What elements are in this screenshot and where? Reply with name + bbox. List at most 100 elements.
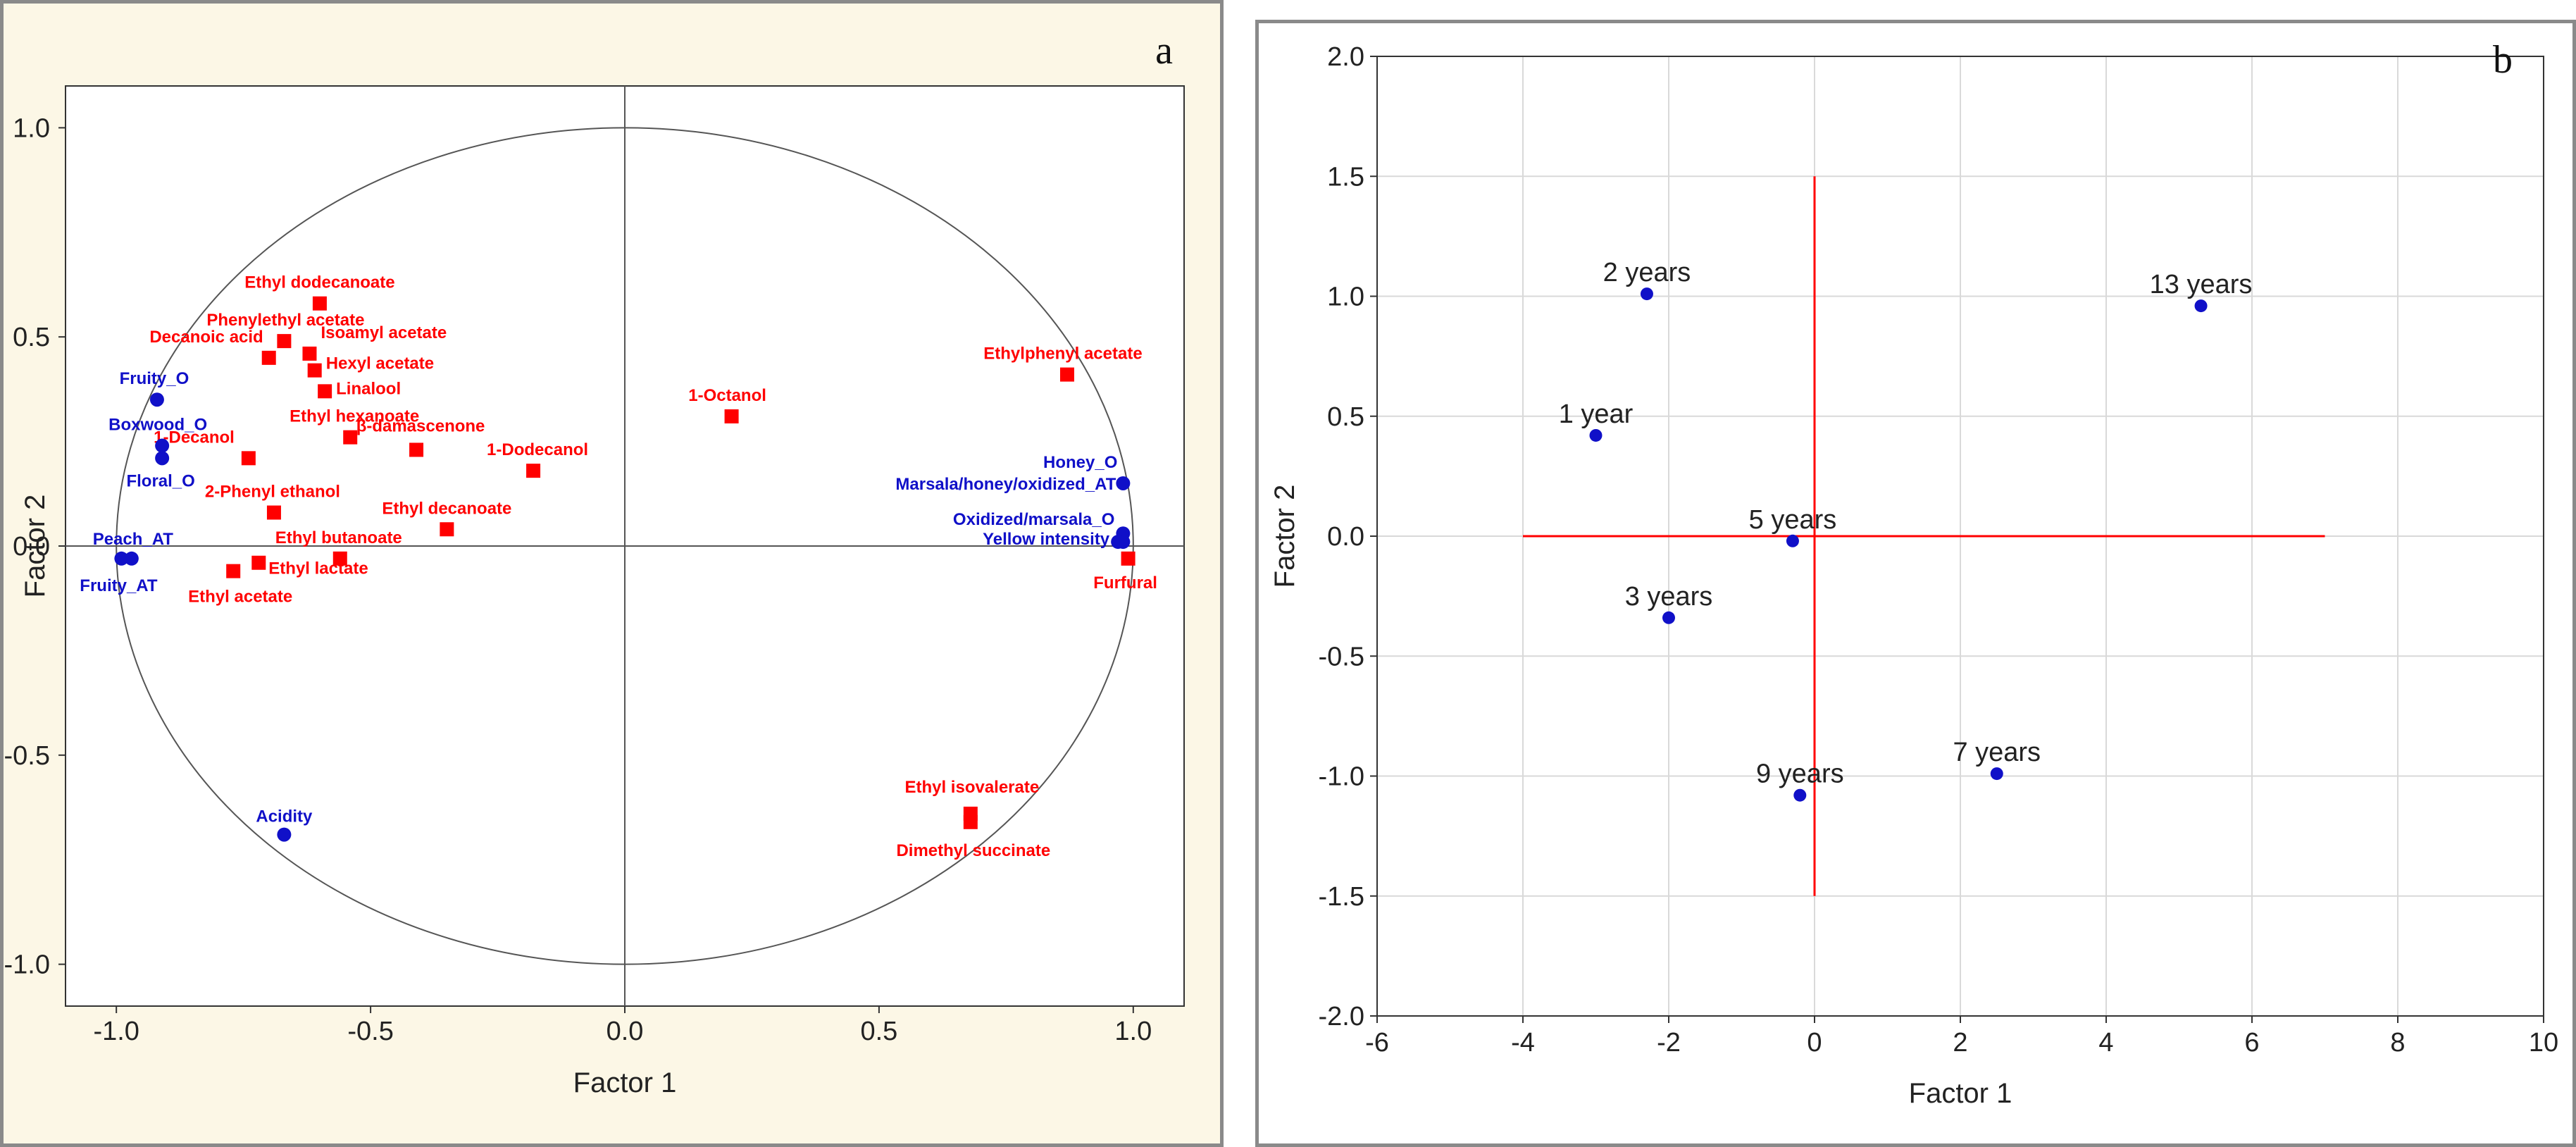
attribute-label: Floral_O xyxy=(126,471,194,490)
square-marker xyxy=(312,296,327,311)
score-point-label: 9 years xyxy=(1756,760,1844,789)
compound-label: Ethylphenyl acetate xyxy=(983,345,1142,364)
x-axis-title: Factor 1 xyxy=(573,1067,677,1098)
score-point xyxy=(1990,767,2003,781)
compound-label: β-damascenone xyxy=(356,416,485,435)
x-tick-label: 1.0 xyxy=(1114,1017,1152,1046)
panel-label-a: a xyxy=(1155,29,1173,73)
y-tick-label: -2.0 xyxy=(1319,1002,1364,1031)
x-tick-label: 6 xyxy=(2244,1028,2259,1058)
loading-plot-svg: -1.0 -0.5 0.0 0.5 1.0 1.0 0.5 0.0 -0.5 -1.0 Factor… xyxy=(4,29,1185,1098)
y-axis-title: Factor 2 xyxy=(1269,485,1300,588)
attribute-label: Yellow intensity xyxy=(983,530,1110,549)
score-point xyxy=(1793,788,1807,802)
y-tick-label: -0.5 xyxy=(1319,642,1364,671)
y-tick-label: 2.0 xyxy=(1327,42,1364,72)
square-marker xyxy=(241,451,256,466)
x-tick-label: 10 xyxy=(2529,1028,2558,1058)
compound-label: Hexyl acetate xyxy=(326,354,434,373)
square-marker xyxy=(409,442,424,457)
compound-label: 2-Phenyl ethanol xyxy=(205,483,340,502)
y-tick-label: 1.0 xyxy=(1327,283,1364,312)
compound-label: Ethyl acetate xyxy=(188,588,292,607)
attribute-label: Peach_AT xyxy=(93,530,174,549)
square-marker xyxy=(332,551,347,566)
compound-label: Ethyl hexanoate xyxy=(290,407,419,426)
y-axis-title: Factor 2 xyxy=(20,495,51,598)
score-point-label: 2 years xyxy=(1603,258,1691,287)
circle-marker xyxy=(155,438,170,453)
x-tick-label: 2 xyxy=(1953,1028,1967,1058)
x-tick-label: 4 xyxy=(2098,1028,2113,1058)
square-marker xyxy=(318,384,332,399)
x-tick-label: 0 xyxy=(1807,1028,1822,1058)
attribute-label: Fruity_O xyxy=(120,369,189,388)
y-tick-label: 0.5 xyxy=(1327,402,1364,432)
compound-label: Ethyl isovalerate xyxy=(904,778,1039,797)
score-point-label: 7 years xyxy=(1953,738,2041,767)
score-point-label: 1 year xyxy=(1559,399,1634,429)
score-point xyxy=(1589,428,1603,442)
panel-b-score-plot: -6 -4 -2 0 2 4 6 8 10 2.0 1.5 1.0 0.5 0.0 -0.5 -1.0 -1.5… xyxy=(1255,20,2576,1147)
square-marker xyxy=(440,522,454,537)
score-point xyxy=(1786,534,1799,547)
x-tick-label: -6 xyxy=(1365,1028,1389,1058)
y-tick-label: 0.0 xyxy=(13,532,50,562)
square-marker xyxy=(261,350,276,365)
circle-marker xyxy=(1116,476,1131,490)
score-point-label: 5 years xyxy=(1749,505,1837,535)
score-point xyxy=(1662,611,1675,624)
circle-marker xyxy=(149,392,164,407)
compound-label: 1-Octanol xyxy=(688,386,766,405)
attribute-label: Honey_O xyxy=(1043,453,1117,472)
score-point-label: 13 years xyxy=(2150,270,2253,299)
x-tick-label: 0.5 xyxy=(860,1017,897,1046)
square-marker xyxy=(963,814,978,829)
compound-label: Ethyl decanoate xyxy=(382,499,511,518)
square-marker xyxy=(277,334,292,349)
attribute-label: Acidity xyxy=(256,807,313,826)
attribute-label: Boxwood_O xyxy=(108,416,207,435)
square-marker xyxy=(1059,367,1074,382)
y-tick-label: -1.0 xyxy=(1319,762,1364,792)
compound-label: Decanoic acid xyxy=(149,328,263,347)
compound-label: Ethyl butanoate xyxy=(275,528,402,547)
score-plot-svg: -6 -4 -2 0 2 4 6 8 10 2.0 1.5 1.0 0.5 0.0 -0.5 -1.0 -1.5… xyxy=(1269,38,2558,1109)
y-tick-label: -0.5 xyxy=(4,741,50,771)
compound-label: Linalool xyxy=(336,379,401,398)
square-marker xyxy=(226,564,241,578)
x-tick-label: 8 xyxy=(2390,1028,2405,1058)
square-marker xyxy=(307,363,322,378)
compound-label: Dimethyl succinate xyxy=(896,841,1050,860)
panel-label-b: b xyxy=(2493,38,2513,82)
y-tick-label: -1.0 xyxy=(4,950,50,980)
square-marker xyxy=(526,464,541,478)
attribute-label: Fruity_AT xyxy=(80,576,158,595)
compound-label: Furfural xyxy=(1093,574,1157,593)
panel-a-loading-plot: -1.0 -0.5 0.0 0.5 1.0 1.0 0.5 0.0 -0.5 -1.0 Factor… xyxy=(0,0,1224,1147)
score-point-label: 3 years xyxy=(1625,582,1713,612)
compound-label: 1-Dodecanol xyxy=(487,440,588,459)
square-marker xyxy=(724,409,739,423)
circle-marker xyxy=(124,551,139,566)
square-marker xyxy=(251,555,266,570)
y-tick-label: 0.0 xyxy=(1327,522,1364,552)
square-marker xyxy=(1121,551,1135,566)
x-tick-label: -0.5 xyxy=(347,1017,393,1046)
circle-marker xyxy=(155,451,170,466)
compound-label: Ethyl lactate xyxy=(268,559,368,578)
square-marker xyxy=(343,430,358,445)
square-marker xyxy=(266,505,281,520)
y-tick-label: 0.5 xyxy=(13,323,50,352)
compound-label: Ethyl dodecanoate xyxy=(244,273,394,292)
square-marker xyxy=(302,346,317,361)
circle-marker xyxy=(1111,535,1126,550)
x-axis-title: Factor 1 xyxy=(1909,1078,2012,1109)
attribute-label: Marsala/honey/oxidized_AT xyxy=(895,475,1116,494)
x-tick-label: -2 xyxy=(1657,1028,1681,1058)
circle-marker xyxy=(114,551,129,566)
x-tick-label: -1.0 xyxy=(93,1017,139,1046)
score-point xyxy=(1640,287,1653,301)
circle-marker xyxy=(277,827,292,842)
score-point xyxy=(2194,299,2208,313)
